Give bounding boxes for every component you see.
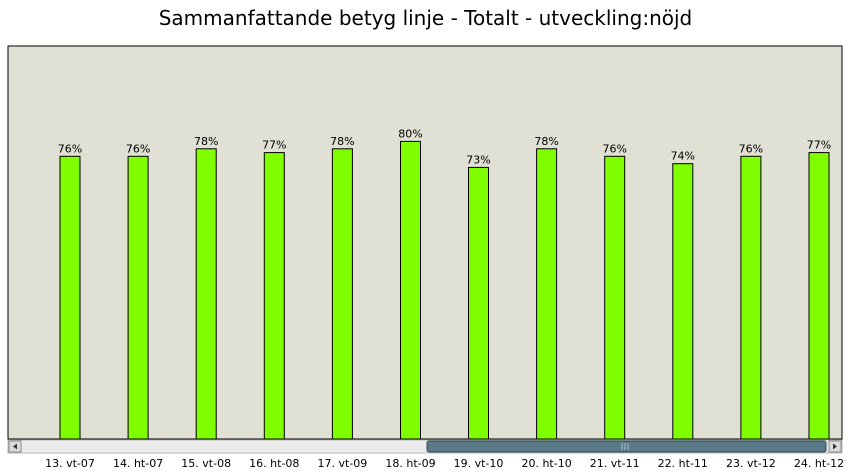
bar-7 bbox=[468, 166, 489, 440]
x-tick-label-5: 17. vt-09 bbox=[318, 457, 368, 470]
bar-9 bbox=[604, 155, 626, 440]
data-label-10: 74% bbox=[671, 150, 695, 163]
x-tick-label-8: 20. ht-10 bbox=[521, 457, 571, 470]
x-tick-label-7: 19. vt-10 bbox=[454, 457, 504, 470]
bar-5 bbox=[331, 148, 353, 440]
chevron-right-icon bbox=[833, 443, 837, 450]
x-tick-label-4: 16. ht-08 bbox=[249, 457, 299, 470]
bar-6 bbox=[400, 140, 421, 440]
bar-3 bbox=[195, 148, 217, 440]
bar-1 bbox=[59, 155, 81, 440]
x-tick-label-9: 21. vt-11 bbox=[590, 457, 640, 470]
x-tick-label-6: 18. ht-09 bbox=[385, 457, 435, 470]
data-label-5: 78% bbox=[330, 135, 354, 148]
data-label-12: 77% bbox=[807, 139, 831, 152]
x-tick-label-10: 22. ht-11 bbox=[658, 457, 708, 470]
bar-2 bbox=[127, 155, 149, 440]
scrollbar-thumb[interactable] bbox=[426, 440, 827, 453]
scrollbar-grip-icon bbox=[621, 443, 629, 450]
data-labels-group: 76% 76% 78% 77% 78% 80% 73% 78% 76% 74% 76% 77% bbox=[58, 127, 831, 166]
bars-group bbox=[59, 140, 830, 440]
data-label-9: 76% bbox=[602, 142, 626, 155]
bar-12 bbox=[808, 152, 830, 440]
x-tick-label-12: 24. ht-12 bbox=[794, 457, 844, 470]
data-label-4: 77% bbox=[262, 139, 286, 152]
bar-8 bbox=[536, 148, 558, 440]
chevron-left-icon bbox=[13, 443, 17, 450]
horizontal-scrollbar[interactable] bbox=[7, 439, 843, 454]
data-label-1: 76% bbox=[58, 142, 82, 155]
bar-10 bbox=[672, 163, 694, 440]
chart-title: Sammanfattande betyg linje - Totalt - ut… bbox=[158, 6, 693, 30]
bar-4 bbox=[263, 152, 285, 440]
data-label-3: 78% bbox=[194, 135, 218, 148]
x-axis-labels: 13. vt-07 14. ht-07 15. vt-08 16. ht-08 17. … bbox=[45, 457, 844, 470]
data-label-6: 80% bbox=[398, 127, 422, 140]
data-label-8: 78% bbox=[534, 135, 558, 148]
data-label-2: 76% bbox=[126, 142, 150, 155]
x-tick-label-1: 13. vt-07 bbox=[45, 457, 95, 470]
data-label-11: 76% bbox=[739, 142, 763, 155]
x-tick-label-2: 14. ht-07 bbox=[113, 457, 163, 470]
x-tick-label-3: 15. vt-08 bbox=[181, 457, 231, 470]
data-label-7: 73% bbox=[466, 153, 490, 166]
bar-11 bbox=[740, 155, 762, 440]
x-tick-label-11: 23. vt-12 bbox=[726, 457, 776, 470]
